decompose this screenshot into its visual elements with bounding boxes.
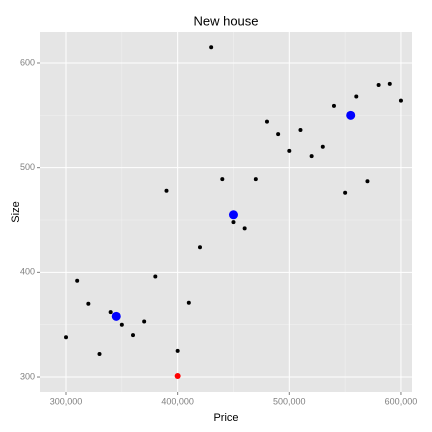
chart-title: New house bbox=[193, 13, 258, 28]
y-tick-label: 600 bbox=[20, 57, 35, 67]
point bbox=[64, 335, 69, 340]
point bbox=[309, 154, 314, 159]
x-tick-label: 400,000 bbox=[161, 396, 194, 406]
x-tick-label: 600,000 bbox=[385, 396, 418, 406]
point bbox=[119, 322, 124, 327]
x-tick-label: 300,000 bbox=[50, 396, 83, 406]
y-tick-label: 500 bbox=[20, 162, 35, 172]
point bbox=[242, 226, 247, 231]
point bbox=[220, 177, 225, 182]
y-axis-title: Size bbox=[10, 201, 22, 222]
point bbox=[131, 333, 135, 338]
point bbox=[186, 300, 191, 305]
point bbox=[320, 144, 325, 149]
point bbox=[276, 132, 281, 137]
point bbox=[287, 148, 292, 153]
point bbox=[174, 372, 181, 379]
point bbox=[298, 127, 303, 132]
point bbox=[365, 179, 370, 184]
point bbox=[97, 352, 102, 357]
point bbox=[228, 210, 238, 220]
point bbox=[175, 348, 180, 353]
point bbox=[398, 98, 403, 103]
point bbox=[343, 190, 348, 195]
point bbox=[253, 177, 258, 182]
point bbox=[86, 301, 91, 306]
point bbox=[209, 45, 214, 50]
point bbox=[142, 319, 147, 324]
point bbox=[387, 81, 392, 86]
point bbox=[164, 188, 169, 193]
x-axis-title: Price bbox=[213, 412, 238, 424]
y-tick-label: 400 bbox=[20, 267, 35, 277]
point bbox=[108, 310, 113, 315]
point bbox=[331, 103, 336, 108]
plot-panel bbox=[40, 32, 412, 392]
y-tick-label: 300 bbox=[20, 371, 35, 381]
point bbox=[264, 119, 269, 124]
point bbox=[354, 94, 359, 99]
point bbox=[111, 311, 121, 321]
point bbox=[376, 82, 381, 87]
point bbox=[231, 220, 236, 225]
x-tick-label: 500,000 bbox=[273, 396, 306, 406]
point bbox=[197, 245, 202, 250]
point bbox=[346, 110, 356, 120]
point bbox=[153, 274, 158, 279]
point bbox=[75, 278, 80, 283]
